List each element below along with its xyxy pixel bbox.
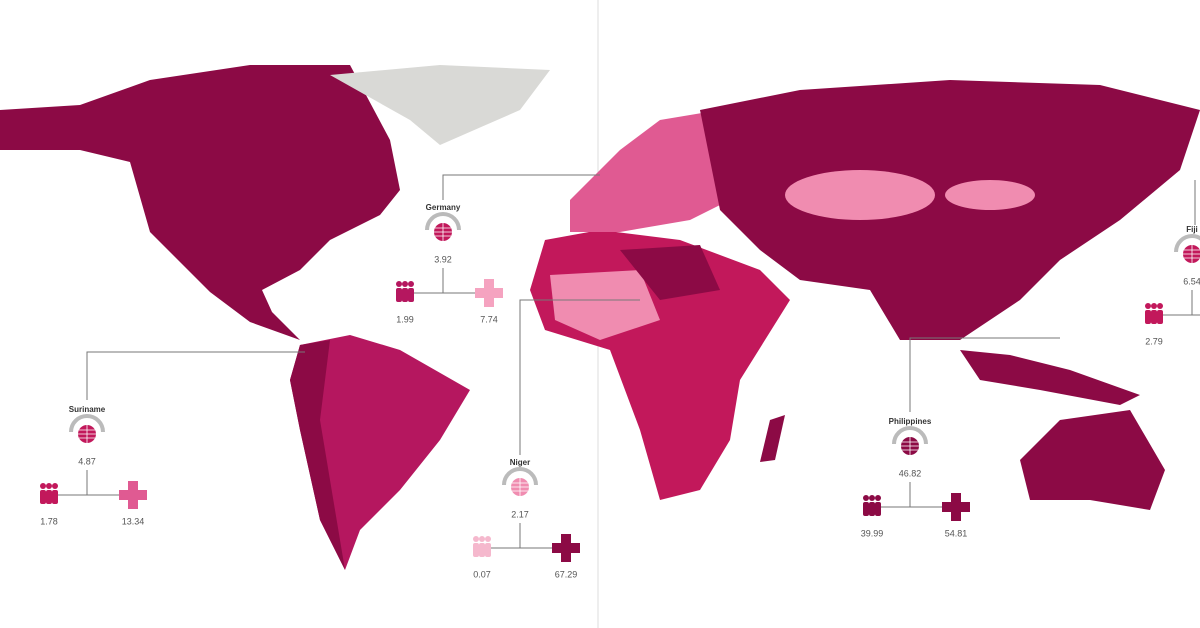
connector bbox=[86, 351, 305, 400]
callouts: Germany 3.92 1.99 7.74 Suriname 4.87 1.78 13.34… bbox=[40, 203, 1200, 579]
north-america bbox=[0, 65, 400, 340]
greenland bbox=[330, 65, 550, 145]
callout: Germany 3.92 1.99 7.74 bbox=[396, 203, 503, 324]
callout: Niger 2.17 0.07 67.29 bbox=[473, 458, 580, 579]
globe-arc bbox=[1174, 234, 1200, 253]
health-value: 67.29 bbox=[555, 569, 578, 579]
person-head bbox=[863, 495, 869, 501]
person-head bbox=[402, 281, 408, 287]
connector bbox=[442, 174, 600, 200]
country-name: Niger bbox=[510, 458, 530, 467]
country-name: Suriname bbox=[69, 405, 106, 414]
health-value: 54.81 bbox=[945, 528, 968, 538]
person-head bbox=[52, 483, 58, 489]
person-body bbox=[875, 502, 881, 516]
person-head bbox=[875, 495, 881, 501]
population-value: 39.99 bbox=[861, 528, 884, 538]
person-body bbox=[402, 288, 408, 302]
person-body bbox=[1145, 310, 1151, 324]
index-value: 6.54 bbox=[1183, 276, 1200, 286]
person-head bbox=[869, 495, 875, 501]
north-africa bbox=[620, 245, 720, 300]
person-head bbox=[485, 536, 491, 542]
asia bbox=[700, 80, 1200, 340]
south-america-west bbox=[290, 340, 345, 570]
madagascar bbox=[760, 415, 785, 462]
mongolia bbox=[945, 180, 1035, 210]
population-value: 1.99 bbox=[396, 314, 414, 324]
population-value: 1.78 bbox=[40, 516, 58, 526]
health-value: 13.34 bbox=[122, 516, 145, 526]
connector bbox=[909, 337, 1060, 412]
globe-arc bbox=[502, 467, 538, 486]
globe-grid bbox=[511, 478, 529, 496]
population-value: 0.07 bbox=[473, 569, 491, 579]
connector bbox=[519, 299, 640, 455]
callout: Philippines 46.82 39.99 54.81 bbox=[861, 417, 970, 538]
person-body bbox=[473, 543, 479, 557]
globe-grid bbox=[901, 437, 919, 455]
health-value: 7.74 bbox=[480, 314, 498, 324]
australia bbox=[1020, 410, 1165, 510]
plus bbox=[475, 279, 503, 307]
globe-arc bbox=[425, 212, 461, 231]
land bbox=[0, 65, 1200, 570]
country-name: Germany bbox=[426, 203, 461, 212]
person-body bbox=[869, 502, 875, 516]
country-name: Philippines bbox=[889, 417, 932, 426]
plus bbox=[942, 493, 970, 521]
person-body bbox=[46, 490, 52, 504]
person-body bbox=[52, 490, 58, 504]
person-head bbox=[473, 536, 479, 542]
person-body bbox=[863, 502, 869, 516]
plus bbox=[552, 534, 580, 562]
globe-grid bbox=[1183, 245, 1200, 263]
europe bbox=[570, 110, 730, 232]
index-value: 3.92 bbox=[434, 254, 452, 264]
person-body bbox=[485, 543, 491, 557]
plus bbox=[119, 481, 147, 509]
person-body bbox=[1157, 310, 1163, 324]
person-head bbox=[479, 536, 485, 542]
callout: Suriname 4.87 1.78 13.34 bbox=[40, 405, 147, 526]
country-name: Fiji bbox=[1186, 225, 1198, 234]
globe-grid bbox=[78, 425, 96, 443]
index-value: 2.17 bbox=[511, 509, 529, 519]
globe-grid bbox=[434, 223, 452, 241]
callout: Fiji 6.54 2.79 bbox=[1145, 225, 1200, 346]
person-body bbox=[40, 490, 46, 504]
globe-arc bbox=[69, 414, 105, 433]
person-head bbox=[40, 483, 46, 489]
person-head bbox=[1145, 303, 1151, 309]
person-head bbox=[1157, 303, 1163, 309]
globe-arc bbox=[892, 426, 928, 445]
person-body bbox=[408, 288, 414, 302]
population-value: 2.79 bbox=[1145, 336, 1163, 346]
connectors bbox=[86, 174, 1196, 455]
person-head bbox=[408, 281, 414, 287]
person-head bbox=[46, 483, 52, 489]
sahel bbox=[550, 270, 660, 340]
person-body bbox=[396, 288, 402, 302]
person-body bbox=[479, 543, 485, 557]
indonesia bbox=[960, 350, 1140, 405]
index-value: 4.87 bbox=[78, 456, 96, 466]
person-head bbox=[1151, 303, 1157, 309]
person-head bbox=[396, 281, 402, 287]
person-body bbox=[1151, 310, 1157, 324]
central-asia bbox=[785, 170, 935, 220]
index-value: 46.82 bbox=[899, 468, 922, 478]
